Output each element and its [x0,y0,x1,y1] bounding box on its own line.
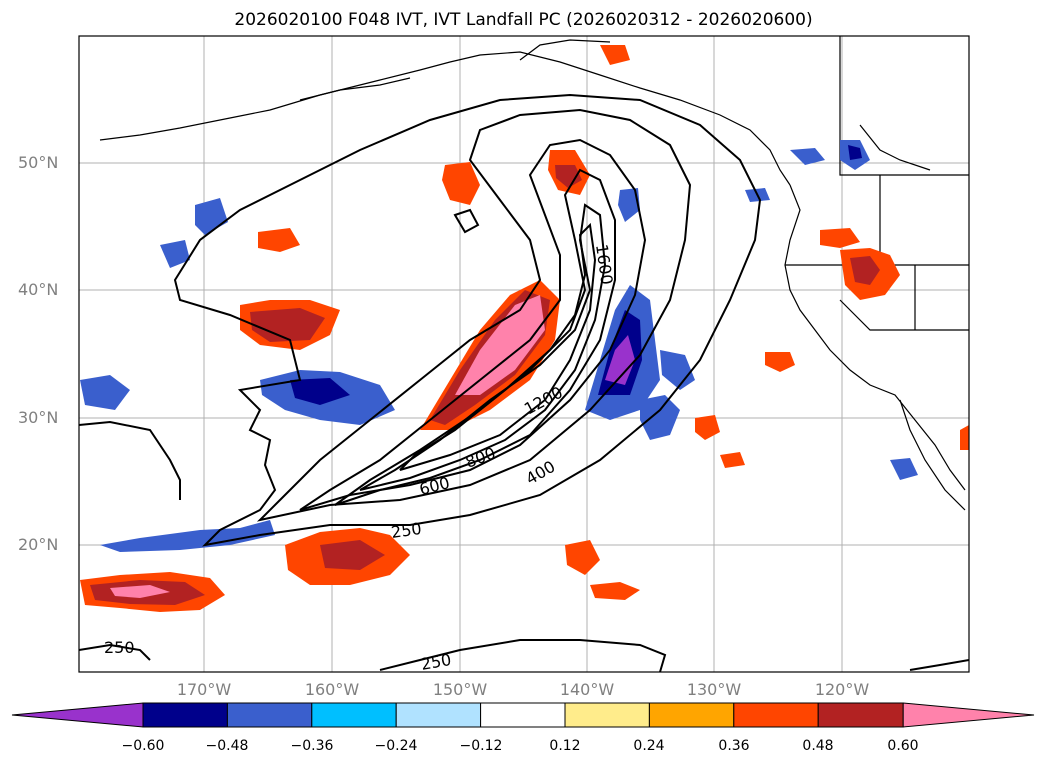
colorbar-cell-0 [11,702,144,728]
colorbar-tick: −0.24 [374,738,418,754]
map-area: 1600 1200 800 600 400 250 250 250 [79,36,969,674]
map-title: 2026020100 F048 IVT, IVT Landfall PC (20… [234,10,813,30]
colorbar-cell-9 [817,702,904,728]
contour-label-250-south: 250 [419,650,452,674]
lon-label-130w: 130°W [686,680,742,699]
lat-label-50n: 50°N [18,153,59,172]
colorbar-cell-4 [395,702,482,728]
colorbar-cell-8 [733,702,819,728]
colorbar-cell-2 [226,702,313,728]
colorbar [11,702,1035,728]
contour-label-250-center: 250 [390,519,423,542]
map-frame [78,35,970,673]
contour-label-1600: 1600 [592,243,616,286]
colorbar-tick: 0.24 [633,738,665,754]
lon-label-150w: 150°W [432,680,488,699]
colorbar-tick: −0.12 [459,738,503,754]
colorbar-tick: −0.36 [290,738,334,754]
lon-label-120w: 120°W [814,680,870,699]
lon-label-140w: 140°W [559,680,615,699]
contour-label-250-west: 250 [104,638,135,657]
colorbar-tick: 0.60 [887,738,919,754]
colorbar-cell-7 [648,702,735,728]
colorbar-tick: −0.48 [205,738,249,754]
contour-label-1200: 1200 [521,383,566,419]
ivt-contours [79,93,969,672]
colorbar-cell-5 [480,702,566,728]
lon-label-160w: 160°W [304,680,360,699]
colorbar-tick: 0.48 [802,738,834,754]
lat-label-30n: 30°N [18,408,59,427]
colorbar-cell-10 [902,702,1035,728]
lon-label-170w: 170°W [176,680,232,699]
colorbar-tick: −0.60 [121,738,165,754]
colorbar-cell-1 [142,702,228,728]
coastlines [99,36,969,511]
lat-label-20n: 20°N [18,535,59,554]
shaded-field [80,45,969,612]
colorbar-tick: 0.12 [549,738,581,754]
colorbar-cell-6 [564,702,650,728]
lat-label-40n: 40°N [18,280,59,299]
colorbar-tick: 0.36 [718,738,750,754]
contour-label-600: 600 [417,473,451,499]
colorbar-cell-3 [311,702,397,728]
